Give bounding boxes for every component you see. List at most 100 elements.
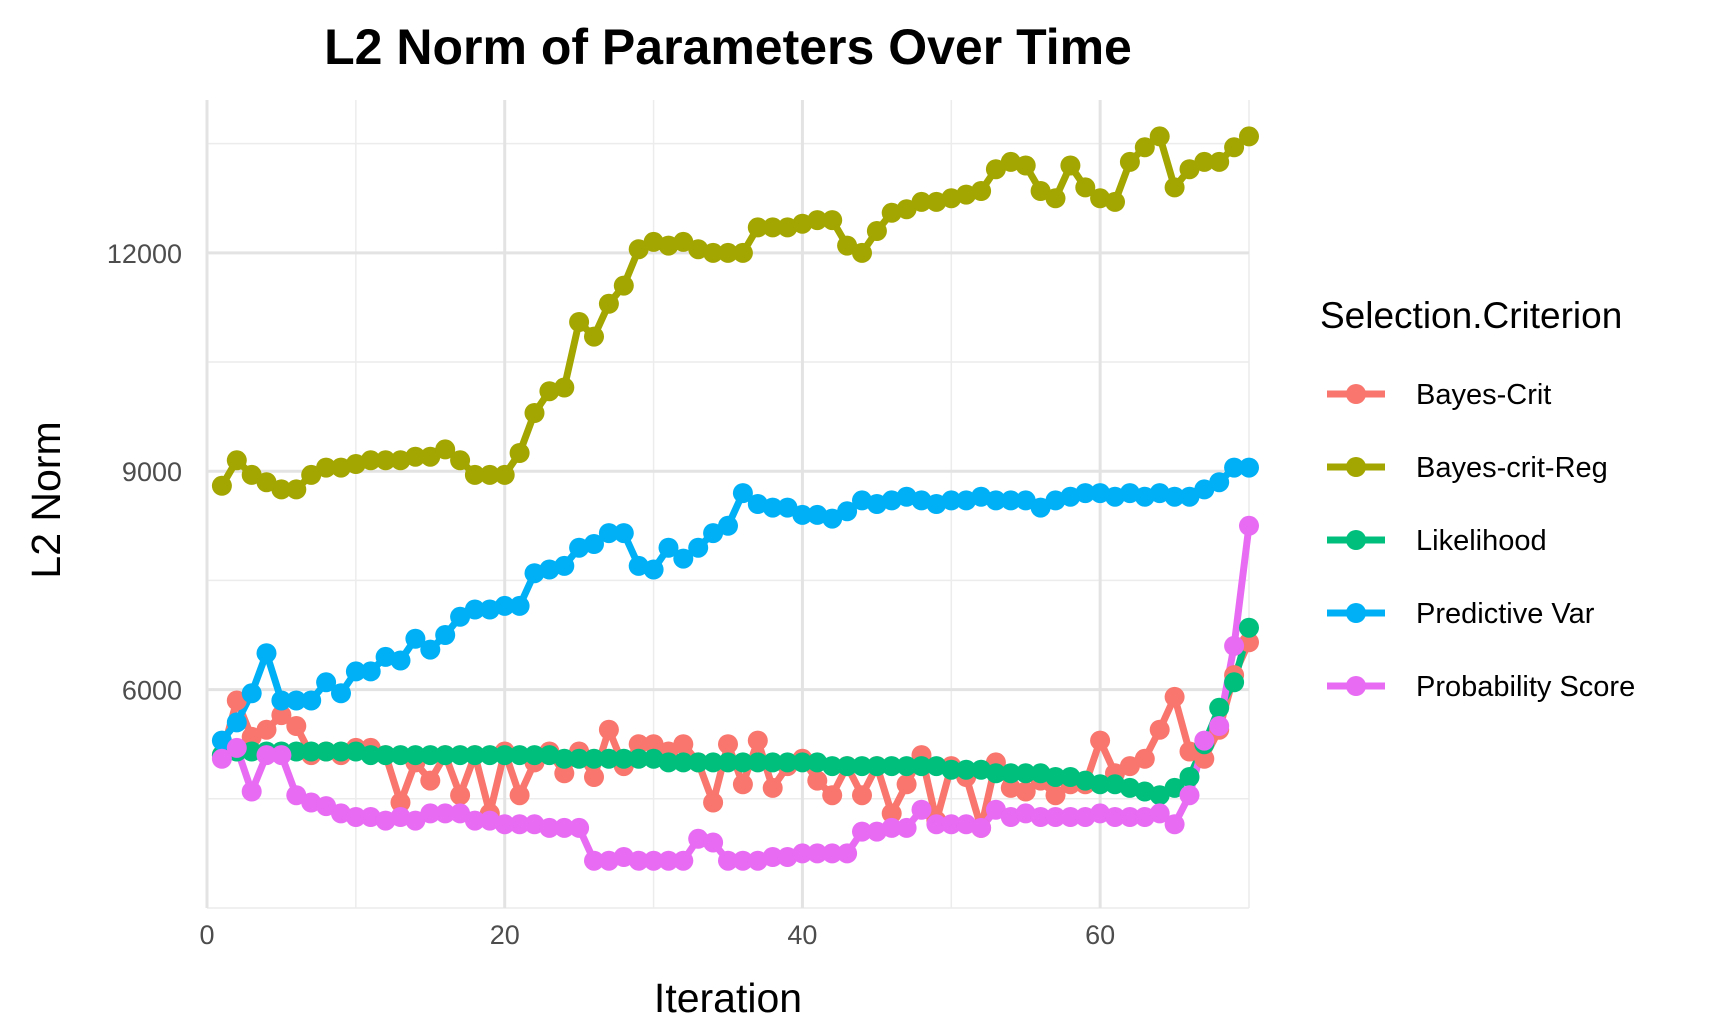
data-point-bayes-crit xyxy=(286,716,307,736)
data-point-bayes-crit xyxy=(584,767,604,787)
data-point-probability-score xyxy=(1060,807,1081,827)
data-point-likelihood xyxy=(896,756,917,777)
data-point-bayes-crit-reg xyxy=(1030,181,1051,201)
data-point-predictive-var xyxy=(762,497,783,518)
data-point-bayes-crit-reg xyxy=(450,450,471,471)
data-point-bayes-crit xyxy=(450,785,471,806)
y-tick-label: 6000 xyxy=(122,676,182,706)
data-point-bayes-crit xyxy=(1194,748,1215,769)
data-point-likelihood xyxy=(762,752,783,773)
data-point-bayes-crit xyxy=(226,690,247,711)
data-point-probability-score xyxy=(911,799,932,820)
data-point-probability-score xyxy=(539,817,560,838)
data-point-bayes-crit xyxy=(762,777,783,798)
data-point-predictive-var xyxy=(1000,490,1021,511)
data-point-probability-score xyxy=(420,803,441,824)
data-point-bayes-crit-reg xyxy=(524,403,545,423)
data-point-bayes-crit-reg xyxy=(866,221,887,241)
data-point-bayes-crit-reg xyxy=(1179,159,1200,180)
data-point-probability-score xyxy=(241,781,262,802)
data-point-probability-score xyxy=(1164,814,1185,835)
data-point-likelihood xyxy=(985,763,1006,784)
data-point-likelihood xyxy=(747,752,768,773)
data-point-likelihood xyxy=(866,756,887,777)
data-point-likelihood xyxy=(1149,785,1170,806)
data-point-probability-score xyxy=(1045,807,1066,827)
data-point-bayes-crit-reg xyxy=(807,210,828,231)
data-point-probability-score xyxy=(941,814,962,835)
data-point-likelihood xyxy=(554,748,575,769)
legend-label: Predictive Var xyxy=(1416,598,1595,630)
data-point-probability-score xyxy=(792,843,813,864)
data-point-likelihood xyxy=(956,759,977,780)
data-point-probability-score xyxy=(494,814,515,835)
data-point-likelihood xyxy=(331,741,351,762)
data-point-likelihood xyxy=(584,748,604,769)
data-point-probability-score xyxy=(569,817,590,838)
data-point-predictive-var xyxy=(316,672,337,693)
x-tick-label: 40 xyxy=(787,920,817,950)
data-point-bayes-crit-reg xyxy=(1015,155,1036,176)
data-point-probability-score xyxy=(807,843,828,864)
x-tick-label: 0 xyxy=(199,920,214,950)
data-point-likelihood xyxy=(718,752,738,773)
data-point-probability-score xyxy=(1149,803,1170,824)
data-point-likelihood xyxy=(301,741,322,762)
data-point-probability-score xyxy=(584,850,604,871)
data-point-predictive-var xyxy=(1194,479,1215,500)
data-point-probability-score xyxy=(405,810,426,831)
data-point-likelihood xyxy=(881,756,902,777)
legend-title: Selection.Criterion xyxy=(1320,295,1622,336)
data-point-predictive-var xyxy=(822,508,843,529)
data-point-likelihood xyxy=(1000,763,1021,784)
data-point-probability-score xyxy=(316,796,337,817)
data-point-predictive-var xyxy=(494,595,515,616)
data-point-probability-score xyxy=(881,817,902,838)
data-point-likelihood xyxy=(852,756,872,777)
data-point-probability-score xyxy=(658,850,679,871)
data-point-bayes-crit-reg xyxy=(1194,151,1215,172)
legend-key-point xyxy=(1346,530,1366,550)
data-point-predictive-var xyxy=(554,555,575,576)
data-point-bayes-crit xyxy=(1015,781,1036,802)
data-point-bayes-crit-reg xyxy=(1060,155,1081,176)
data-point-likelihood xyxy=(688,752,709,773)
data-point-bayes-crit-reg xyxy=(628,239,649,260)
data-point-bayes-crit xyxy=(598,719,619,740)
data-point-bayes-crit-reg xyxy=(1119,151,1140,172)
data-point-predictive-var xyxy=(256,643,277,664)
data-point-probability-score xyxy=(852,821,872,842)
data-point-bayes-crit-reg xyxy=(1239,126,1259,147)
data-point-predictive-var xyxy=(464,599,485,620)
data-point-likelihood xyxy=(1209,697,1230,718)
data-point-bayes-crit-reg xyxy=(435,439,456,460)
data-point-bayes-crit-reg xyxy=(613,275,634,296)
data-point-predictive-var xyxy=(509,595,530,616)
data-point-bayes-crit xyxy=(1045,785,1066,806)
data-point-probability-score xyxy=(256,745,277,766)
data-point-bayes-crit xyxy=(1164,686,1185,707)
data-point-likelihood xyxy=(316,741,337,762)
data-point-predictive-var xyxy=(390,650,411,671)
data-point-predictive-var xyxy=(1164,486,1185,507)
data-point-bayes-crit xyxy=(732,774,753,795)
y-tick-label: 12000 xyxy=(107,239,182,269)
data-point-bayes-crit-reg xyxy=(479,464,500,485)
data-point-probability-score xyxy=(673,850,694,871)
data-point-bayes-crit-reg xyxy=(226,450,247,471)
data-point-likelihood xyxy=(509,745,530,766)
data-point-bayes-crit xyxy=(1149,719,1170,740)
data-point-likelihood xyxy=(375,745,396,766)
data-point-bayes-crit-reg xyxy=(822,210,843,231)
legend-item-predictive-var: Predictive Var xyxy=(1327,598,1595,630)
x-tick-label: 60 xyxy=(1085,920,1115,950)
data-point-bayes-crit xyxy=(747,730,768,751)
data-point-predictive-var xyxy=(703,523,724,544)
data-point-predictive-var xyxy=(718,515,738,536)
data-point-bayes-crit-reg xyxy=(747,217,768,238)
data-point-probability-score xyxy=(1239,515,1259,536)
data-point-likelihood xyxy=(450,745,471,766)
data-point-probability-score xyxy=(837,843,858,864)
data-point-probability-score xyxy=(985,799,1006,820)
legend-key-point xyxy=(1346,676,1366,696)
